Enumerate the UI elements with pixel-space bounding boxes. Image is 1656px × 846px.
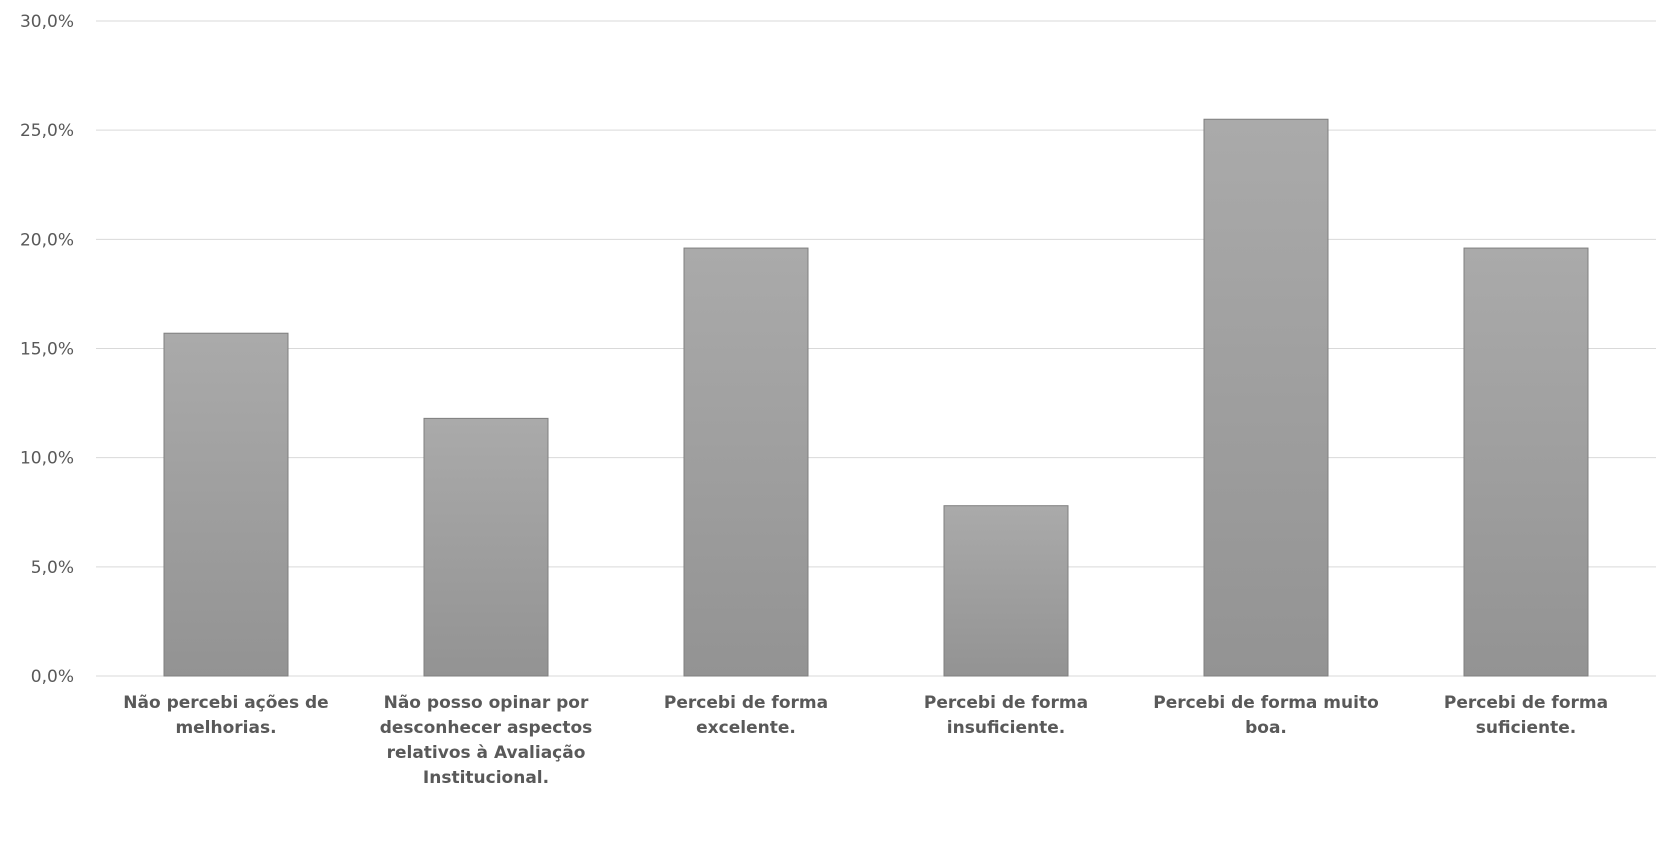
- x-category-label-line: Percebi de forma: [924, 693, 1088, 713]
- y-tick-label: 0,0%: [31, 667, 74, 687]
- x-category-label: Percebi de forma suficiente.: [1444, 693, 1608, 738]
- x-category-label-line: melhorias.: [175, 718, 276, 738]
- x-category-label: Não posso opinar por desconhecer aspectos…: [380, 693, 593, 788]
- y-tick-label: 25,0%: [20, 121, 74, 141]
- x-category-label: Percebi de forma muito boa.: [1153, 693, 1379, 738]
- x-category-label-line: excelente.: [696, 718, 796, 738]
- bars: [163, 118, 1589, 677]
- x-category-label-line: Percebi de forma: [664, 693, 828, 713]
- x-category-label-line: suficiente.: [1476, 718, 1576, 738]
- bar: [423, 417, 549, 677]
- gridlines: [96, 20, 1656, 677]
- x-category-label-line: insuficiente.: [947, 718, 1065, 738]
- x-category-label: Não percebi ações de melhorias.: [123, 693, 328, 738]
- x-category-label-line: desconhecer aspectos: [380, 718, 593, 738]
- y-tick-label: 30,0%: [20, 12, 74, 32]
- x-category-label-line: Não percebi ações de: [123, 693, 328, 713]
- y-tick-label: 15,0%: [20, 340, 74, 360]
- bar: [1203, 118, 1329, 677]
- x-category-label-line: Institucional.: [423, 768, 549, 788]
- x-category-label-line: relativos à Avaliação: [387, 743, 586, 763]
- bar: [943, 505, 1069, 677]
- x-category-label-line: Percebi de forma muito: [1153, 693, 1379, 713]
- x-category-label-line: Percebi de forma: [1444, 693, 1608, 713]
- y-tick-label: 5,0%: [31, 558, 74, 578]
- x-category-label: Percebi de forma insuficiente.: [924, 693, 1088, 738]
- x-category-label: Percebi de forma excelente.: [664, 693, 828, 738]
- bar: [163, 332, 289, 677]
- bar: [1463, 247, 1589, 677]
- x-category-label-line: boa.: [1245, 718, 1287, 738]
- y-tick-label: 10,0%: [20, 449, 74, 469]
- y-tick-label: 20,0%: [20, 230, 74, 250]
- y-axis-tick-labels: 0,0% 5,0% 10,0% 15,0% 20,0% 25,0% 30,0%: [20, 12, 74, 687]
- bar: [683, 247, 809, 677]
- x-axis-category-labels: Não percebi ações de melhorias. Não posso …: [123, 693, 1608, 788]
- x-category-label-line: Não posso opinar por: [384, 693, 589, 713]
